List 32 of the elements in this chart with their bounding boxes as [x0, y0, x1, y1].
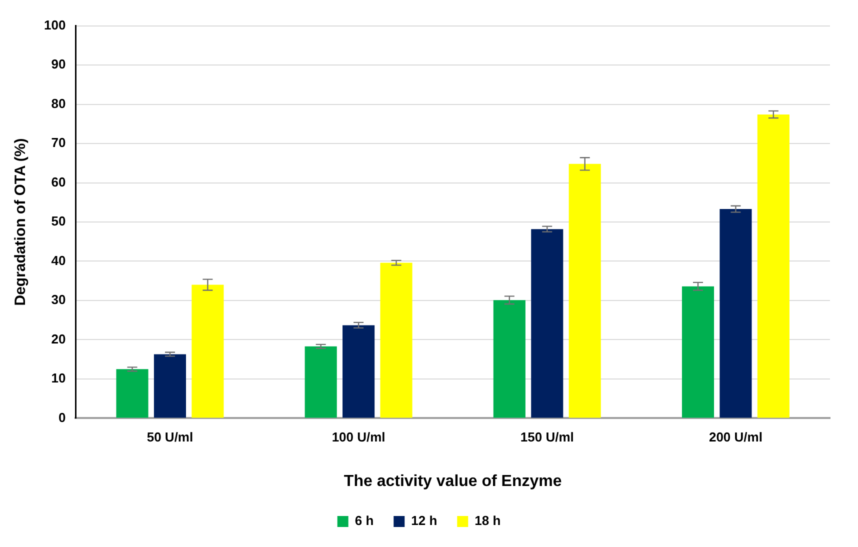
- y-tick-label: 40: [51, 252, 66, 268]
- x-tick-label: 50 U/ml: [146, 430, 194, 445]
- x-tick-label: 100 U/ml: [332, 430, 386, 445]
- bar: [192, 284, 224, 418]
- bar: [493, 300, 526, 418]
- y-tick-label: 80: [51, 96, 66, 111]
- bar: [380, 262, 412, 418]
- y-tick-label: 90: [51, 56, 66, 72]
- y-axis-title: Degradation of OTA (%): [12, 138, 30, 306]
- y-tick-label: 60: [51, 174, 66, 190]
- bar: [720, 209, 752, 418]
- x-tick-label: 150 U/ml: [520, 430, 574, 445]
- bar: [568, 164, 601, 418]
- bar: [154, 354, 186, 418]
- legend-label: 12 h: [411, 513, 438, 528]
- y-tick-label: 0: [58, 410, 66, 425]
- y-tick-label: 20: [51, 331, 66, 346]
- bar: [531, 229, 564, 418]
- legend-label: 18 h: [474, 513, 501, 528]
- x-tick-label: 200 U/ml: [708, 430, 762, 445]
- x-axis-title: The activity value of Enzyme: [344, 472, 562, 490]
- bar: [757, 114, 790, 418]
- bar: [116, 369, 148, 418]
- y-tick-label: 100: [44, 17, 66, 32]
- y-tick-label: 50: [51, 214, 66, 229]
- y-tick-label: 10: [51, 370, 66, 386]
- bar: [304, 346, 337, 418]
- y-tick-label: 70: [51, 135, 66, 150]
- bar: [682, 286, 714, 418]
- y-tick-label: 30: [51, 292, 66, 308]
- bar: [342, 325, 375, 418]
- legend-label: 6 h: [354, 513, 374, 528]
